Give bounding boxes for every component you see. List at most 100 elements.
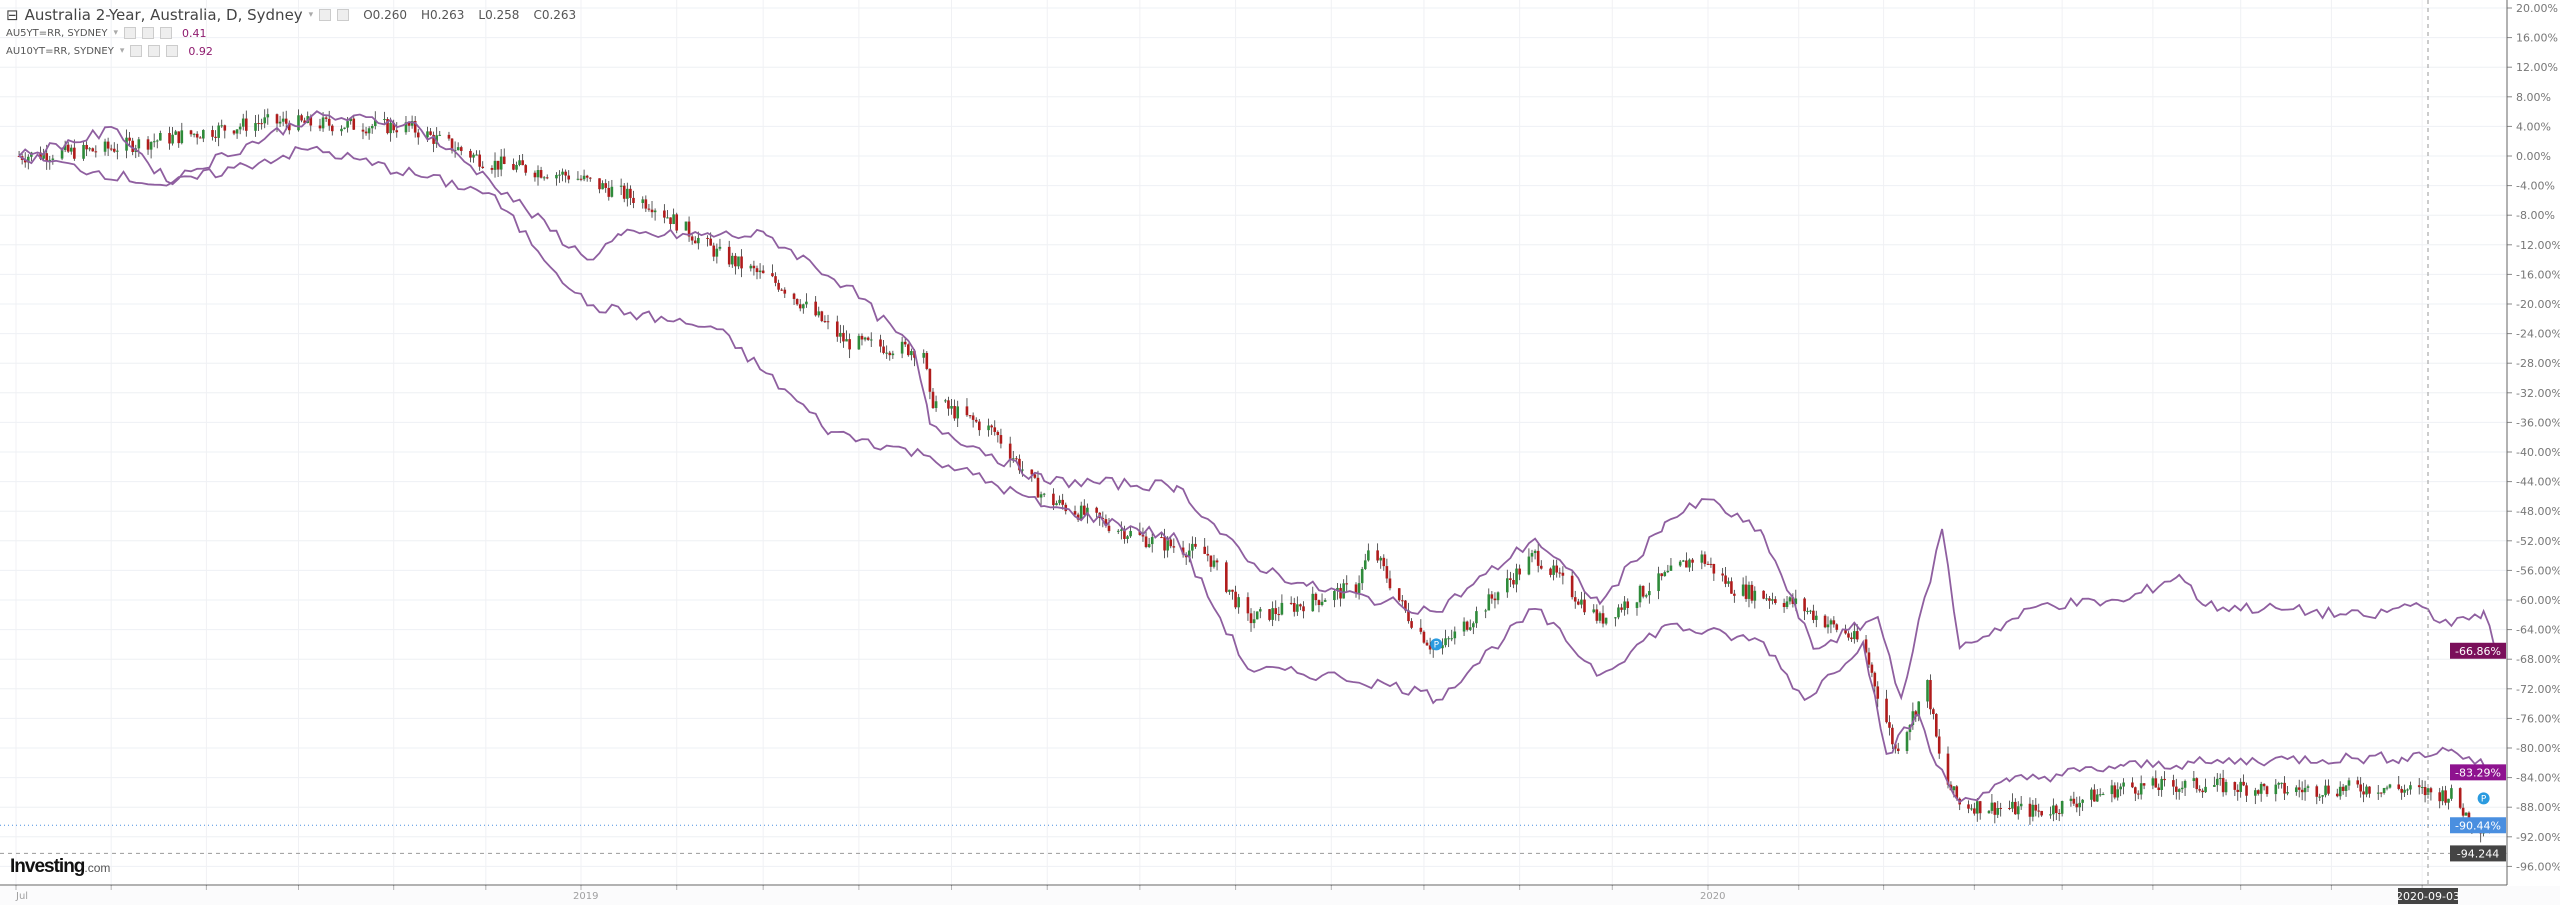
candle-up (1905, 732, 1909, 751)
candle-down (39, 152, 42, 159)
candle-down (478, 154, 481, 167)
candle-down (1934, 714, 1938, 737)
y-tick-label: -24.00% (2516, 328, 2560, 341)
main-series-title[interactable]: Australia 2-Year, Australia, D, Sydney (24, 6, 303, 24)
line-series-au5 (18, 145, 2496, 804)
y-tick-label: 12.00% (2516, 61, 2558, 74)
candle-up (1150, 537, 1154, 545)
candle-up (343, 127, 346, 129)
candle-down (1215, 560, 1219, 563)
candle-up (1484, 610, 1487, 612)
candle-down (564, 171, 567, 176)
candle-down (109, 148, 113, 150)
candle-down (1847, 633, 1850, 638)
candle-down (752, 265, 756, 269)
candle-down (727, 246, 731, 265)
candle-up (2101, 794, 2105, 796)
candle-down (1832, 620, 1836, 625)
candle-up (2204, 786, 2207, 793)
candle-up (1450, 638, 1454, 640)
candle-up (1678, 561, 1682, 566)
candle-up (435, 135, 438, 144)
candle-up (137, 139, 141, 149)
candle-down (106, 141, 110, 149)
dropdown-caret-icon[interactable]: ▾ (113, 28, 118, 38)
candle-up (1058, 499, 1061, 504)
dropdown-caret-icon[interactable]: ▾ (119, 46, 125, 56)
candle-up (2254, 790, 2257, 796)
close-icon[interactable] (166, 45, 179, 57)
candle-down (2283, 782, 2286, 794)
candle-down (244, 118, 248, 131)
candle-down (2028, 803, 2032, 817)
candle-up (1663, 572, 1667, 577)
candle-up (1530, 553, 1534, 557)
y-tick-label: -36.00% (2516, 416, 2560, 429)
dropdown-caret-icon[interactable]: ▾ (308, 10, 314, 20)
y-tick-label: -12.00% (2516, 239, 2560, 252)
candle-up (1342, 583, 1345, 599)
candle-down (327, 118, 331, 126)
close-icon[interactable] (159, 27, 172, 39)
candle-up (174, 131, 177, 135)
y-tick-label: -84.00% (2516, 772, 2560, 785)
main-last-badge (2450, 817, 2506, 834)
overlay-label[interactable]: AU10YT=RR, SYDNEY (6, 45, 114, 57)
candle-up (869, 339, 873, 341)
candle-up (263, 117, 267, 124)
y-tick-label: -44.00% (2516, 476, 2560, 489)
candle-up (515, 164, 518, 170)
candle-down (352, 118, 356, 130)
candle-up (404, 122, 408, 133)
candle-down (706, 237, 709, 239)
candle-up (321, 117, 325, 129)
candle-down (2379, 792, 2383, 794)
candle-down (1234, 591, 1237, 608)
candle-down (740, 256, 743, 269)
candle-down (1870, 664, 1874, 673)
settings-icon[interactable] (130, 45, 143, 57)
candle-up (373, 119, 377, 126)
candle-down (866, 337, 870, 340)
candle-down (416, 132, 420, 138)
candle-down (1946, 753, 1950, 785)
candle-down (146, 139, 150, 150)
y-tick-label: -20.00% (2516, 298, 2560, 311)
candle-down (1512, 579, 1515, 585)
candle-up (192, 133, 196, 135)
candle-up (817, 311, 821, 316)
candle-down (2072, 798, 2076, 804)
overlay-label[interactable]: AU5YT=RR, SYDNEY (6, 27, 108, 39)
x-tick-label: 2020 (1700, 891, 1725, 902)
candle-up (558, 174, 561, 176)
candle-down (2397, 784, 2401, 789)
collapse-icon[interactable]: ⊟ (6, 6, 19, 24)
candle-down (1422, 631, 1426, 643)
visibility-icon[interactable] (148, 45, 161, 57)
settings-icon[interactable] (123, 27, 136, 39)
candle-up (1648, 591, 1651, 596)
candle-up (1765, 598, 1768, 600)
candle-up (241, 118, 245, 127)
candle-up (1363, 560, 1367, 570)
candle-down (1376, 550, 1379, 561)
candle-down (632, 197, 635, 203)
settings-icon[interactable] (319, 9, 332, 21)
candle-up (885, 352, 888, 354)
candle-down (1231, 589, 1234, 592)
candle-up (51, 158, 55, 160)
candle-down (1641, 585, 1645, 597)
candle-up (155, 140, 159, 142)
candle-up (1011, 458, 1015, 460)
candle-down (931, 391, 935, 409)
candle-up (950, 406, 953, 409)
visibility-icon[interactable] (141, 27, 154, 39)
candle-down (1601, 613, 1605, 624)
candle-down (177, 131, 181, 144)
candle-up (2151, 778, 2155, 786)
candle-up (1911, 711, 1915, 726)
main-last-badge-text: -90.44% (2455, 819, 2501, 832)
visibility-icon[interactable] (337, 9, 350, 21)
candle-down (622, 185, 626, 199)
